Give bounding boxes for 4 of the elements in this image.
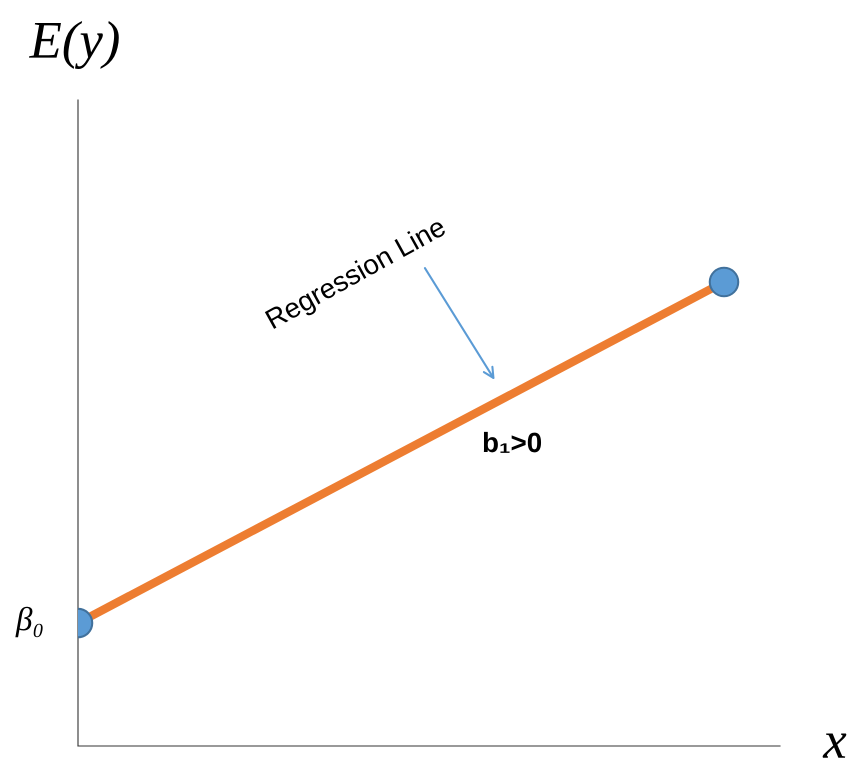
x-axis-title: x [822,733,846,758]
annotation: b₁>0 [484,432,542,453]
annotation: β₀ [15,606,43,638]
y-axis-title: E(y) [28,20,119,70]
